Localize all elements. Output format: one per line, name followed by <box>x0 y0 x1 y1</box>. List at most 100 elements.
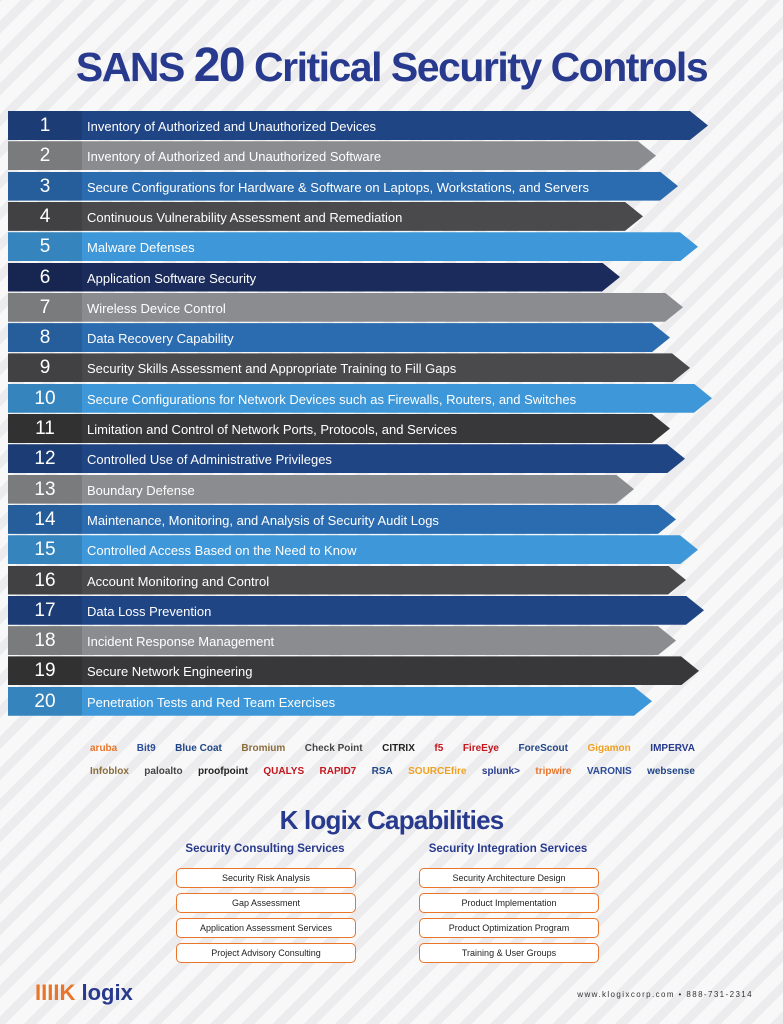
control-number: 6 <box>8 263 82 292</box>
control-label: Boundary Defense <box>87 482 195 498</box>
partner-logo: Check Point <box>304 743 363 754</box>
control-bar: 5 Malware Defenses <box>8 232 698 261</box>
control-label: Security Skills Assessment and Appropria… <box>87 361 457 377</box>
logo-row: Infoblox paloalto proofpoint QUALYS RAPID7 RS… <box>90 766 695 777</box>
capability-item: Product Implementation <box>419 893 599 913</box>
control-bar: 14 Maintenance, Monitoring, and Analysis … <box>8 505 676 534</box>
capability-item: Project Advisory Consulting <box>176 943 356 963</box>
control-number: 13 <box>8 475 82 504</box>
logo-text: logix <box>81 980 133 1005</box>
control-bar: 10 Secure Configurations for Network Devi… <box>8 384 712 413</box>
control-label: Controlled Access Based on the Need to K… <box>87 543 357 559</box>
control-label: Data Recovery Capability <box>87 331 234 347</box>
control-label: Data Loss Prevention <box>87 603 212 619</box>
partner-logo: FireEye <box>462 743 499 754</box>
control-bar: 9 Security Skills Assessment and Appropri… <box>8 353 690 382</box>
partner-logo: f5 <box>434 743 444 754</box>
capability-item: Gap Assessment <box>176 893 356 913</box>
capability-item: Training & User Groups <box>419 943 599 963</box>
control-number: 14 <box>8 505 82 534</box>
control-label: Malware Defenses <box>87 240 195 256</box>
control-number: 17 <box>8 596 82 625</box>
capability-column: Security Consulting Services Security Ris… <box>165 843 365 963</box>
control-number: 3 <box>8 172 82 201</box>
control-bar: 6 Application Software Security <box>8 263 620 292</box>
control-label: Inventory of Authorized and Unauthorized… <box>87 149 382 165</box>
partner-logo: IMPERVA <box>650 743 695 754</box>
control-number: 4 <box>8 202 82 231</box>
control-bar: 8 Data Recovery Capability <box>8 323 670 352</box>
control-bar: 12 Controlled Use of Administrative Privi… <box>8 444 685 473</box>
capability-item: Application Assessment Services <box>176 918 356 938</box>
partner-logo: Bromium <box>241 743 286 754</box>
control-bar: 3 Secure Configurations for Hardware & So… <box>8 172 678 201</box>
control-label: Application Software Security <box>87 270 257 286</box>
title-number: 20 <box>193 39 246 92</box>
control-bar: 15 Controlled Access Based on the Need to… <box>8 535 698 564</box>
control-number: 11 <box>8 414 82 443</box>
capabilities-title: K logix Capabilities <box>279 805 505 835</box>
control-bar: 2 Inventory of Authorized and Unauthorize… <box>8 141 656 170</box>
control-number: 18 <box>8 626 82 655</box>
partner-logo: splunk> <box>481 766 520 777</box>
partner-logo: aruba <box>90 743 118 754</box>
control-label: Limitation and Control of Network Ports,… <box>87 422 457 437</box>
contact: www.klogixcorp.com • 888-731-2314 <box>577 990 753 999</box>
control-label: Maintenance, Monitoring, and Analysis of… <box>87 512 439 528</box>
control-number: 15 <box>8 535 82 564</box>
control-bar: 7 Wireless Device Control <box>8 293 683 322</box>
capability-item: Security Risk Analysis <box>176 868 356 888</box>
control-label: Continuous Vulnerability Assessment and … <box>87 209 403 225</box>
logo-mark: IIIIK <box>35 980 76 1005</box>
control-number: 12 <box>8 444 82 473</box>
partner-logo: Infoblox <box>90 766 129 777</box>
partner-logo: Blue Coat <box>175 743 222 754</box>
control-number: 10 <box>8 384 82 413</box>
control-number: 1 <box>8 111 82 140</box>
control-number: 19 <box>8 656 82 685</box>
control-label: Incident Response Management <box>87 634 275 650</box>
control-label: Account Monitoring and Control <box>87 573 270 589</box>
control-number: 16 <box>8 566 82 595</box>
control-label: Controlled Use of Administrative Privile… <box>87 452 332 468</box>
control-label: Inventory of Authorized and Unauthorized… <box>87 119 377 134</box>
control-bar: 20 Penetration Tests and Red Team Exercis… <box>8 687 652 716</box>
partner-logo: tripwire <box>535 766 572 777</box>
partner-logo: QUALYS <box>263 766 305 777</box>
partner-logo: CITRIX <box>382 743 415 754</box>
title-suffix: Critical Security Controls <box>254 44 709 90</box>
partner-logo: ForeScout <box>518 743 568 754</box>
capability-column: Security Integration Services Security Ar… <box>408 843 608 963</box>
control-label: Penetration Tests and Red Team Exercises <box>87 694 336 710</box>
logo-row: aruba Bit9 Blue Coat Bromium Check Point CITR… <box>90 743 695 754</box>
capability-item: Security Architecture Design <box>419 868 599 888</box>
partner-logo: RSA <box>371 766 393 777</box>
column-heading: Security Consulting Services <box>185 843 345 855</box>
control-bar: 13 Boundary Defense <box>8 475 634 504</box>
control-number: 5 <box>8 232 82 261</box>
partner-logo: Gigamon <box>587 743 631 754</box>
control-number: 2 <box>8 141 82 170</box>
partner-logo: Bit9 <box>136 743 156 754</box>
control-label: Secure Network Engineering <box>87 664 253 680</box>
partner-logo: websense <box>647 766 695 777</box>
control-bar: 1 Inventory of Authorized and Unauthorize… <box>8 111 708 140</box>
control-label: Secure Configurations for Hardware & Sof… <box>87 179 589 195</box>
partner-logo: VARONIS <box>586 766 632 777</box>
partner-logo: RAPID7 <box>319 766 357 777</box>
title-prefix: SANS <box>75 44 185 90</box>
partner-logo: SOURCEfire <box>408 766 467 777</box>
control-number: 20 <box>8 687 82 716</box>
control-number: 8 <box>8 323 82 352</box>
partner-logo: proofpoint <box>198 766 248 777</box>
capability-item: Product Optimization Program <box>419 918 599 938</box>
title: SANS 20 Critical Security Controls <box>0 38 783 93</box>
control-bar: 19 Secure Network Engineering <box>8 656 699 685</box>
footer-logo: IIIIK logix <box>35 980 133 1006</box>
control-number: 7 <box>8 293 82 322</box>
partner-logo: paloalto <box>144 766 183 777</box>
control-bar: 16 Account Monitoring and Control <box>8 566 686 595</box>
control-label: Secure Configurations for Network Device… <box>87 391 577 407</box>
control-bar: 4 Continuous Vulnerability Assessment and… <box>8 202 643 231</box>
